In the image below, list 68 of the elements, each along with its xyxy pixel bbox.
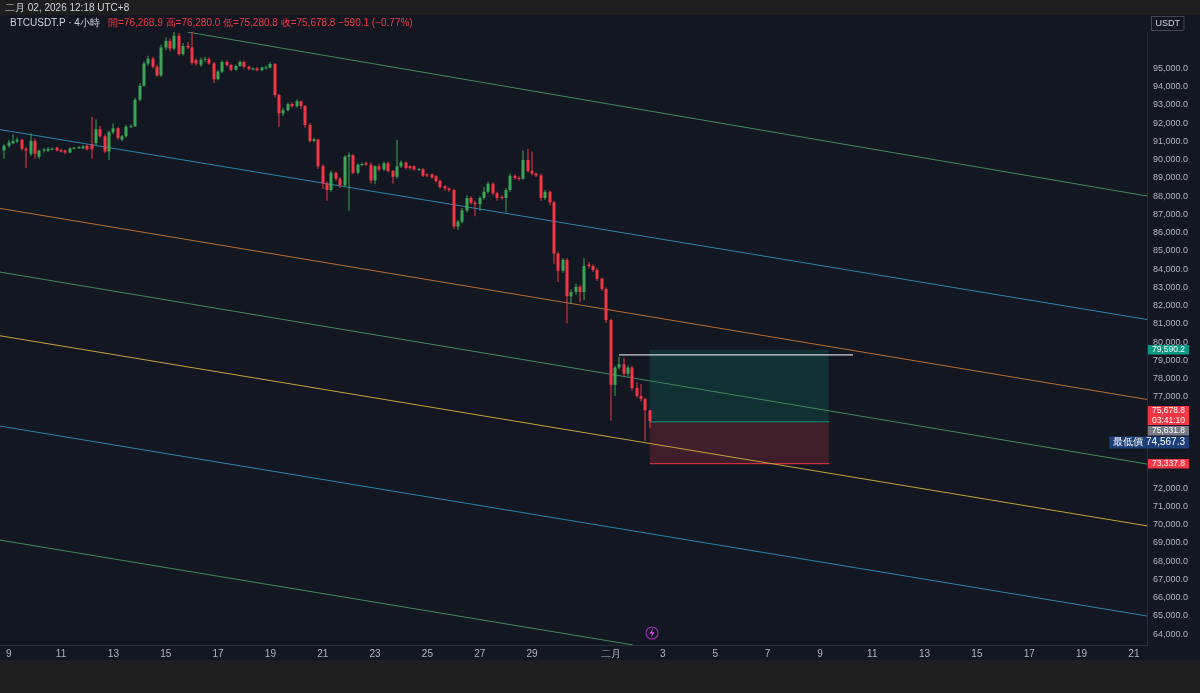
x-tick-label: 13 — [107, 647, 120, 659]
x-tick-label: 二月 — [600, 647, 621, 659]
text: 75,631.8 — [1151, 425, 1186, 436]
y-tick-label: 86,000.0 — [1153, 227, 1189, 238]
y-tick-label: 64,000.0 — [1153, 628, 1189, 639]
x-tick-label: 25 — [421, 647, 434, 659]
y-tick-label: 95,000.0 — [1153, 62, 1189, 73]
x-tick-label: 13 — [919, 647, 931, 659]
candlestick — [186, 42, 190, 50]
y-tick-label: 85,000.0 — [1153, 245, 1189, 256]
y-tick-label: 71,000.0 — [1153, 500, 1189, 511]
y-tick-label: 69,000.0 — [1153, 537, 1189, 548]
chart-title: BTCUSDT.P · 4小時 — [10, 16, 100, 28]
y-tick-label: 77,000.0 — [1153, 391, 1189, 402]
y-axis-title: USDT — [1155, 18, 1181, 29]
x-tick-label: 7 — [764, 647, 771, 659]
y-tick-label: 67,000.0 — [1153, 573, 1189, 584]
y-tick-label: 90,000.0 — [1153, 154, 1189, 165]
candlestick — [412, 165, 416, 171]
y-tick-label: 94,000.0 — [1153, 81, 1189, 92]
text: 75,678.8 03:41:10 — [1151, 405, 1186, 425]
candlestick — [530, 151, 534, 176]
x-tick-label: 19 — [264, 647, 277, 659]
candlestick — [377, 164, 381, 172]
x-tick-label: 17 — [1023, 647, 1036, 659]
x-tick-label: 21 — [1128, 647, 1140, 659]
x-tick-label: 21 — [317, 647, 329, 659]
y-tick-label: 89,000.0 — [1153, 172, 1189, 183]
x-tick-label: 27 — [474, 647, 486, 659]
y-tick-label: 82,000.0 — [1153, 300, 1189, 311]
x-tick-label: 29 — [526, 647, 539, 659]
x-tick-label: 17 — [212, 647, 225, 659]
x-tick-label: 15 — [160, 647, 172, 659]
x-tick-label: 19 — [1076, 647, 1088, 659]
y-tick-label: 68,000.0 — [1153, 555, 1189, 566]
chart-subtitle: 二月 02, 2026 12:18 UTC+8 — [5, 1, 130, 13]
y-tick-label: 92,000.0 — [1153, 117, 1189, 128]
x-tick-label: 9 — [817, 647, 824, 659]
y-tick-label: 83,000.0 — [1153, 281, 1189, 292]
y-tick-label: 80,000.0 — [1153, 336, 1189, 347]
y-tick-label: 72,000.0 — [1153, 482, 1189, 493]
x-tick-label: 15 — [971, 647, 983, 659]
candlestick — [617, 356, 621, 370]
annotation: 最低價 74,567.3 — [1113, 436, 1186, 448]
y-tick-label: 81,000.0 — [1153, 318, 1189, 329]
y-tick-label: 84,000.0 — [1153, 263, 1189, 274]
y-tick-label: 79,000.0 — [1153, 354, 1189, 365]
candlestick — [24, 146, 28, 168]
text: 73,337.8 — [1151, 458, 1186, 469]
x-tick-label: 3 — [660, 647, 667, 659]
y-tick-label: 78,000.0 — [1153, 373, 1189, 384]
y-tick-label: 66,000.0 — [1153, 592, 1189, 603]
x-tick-label: 23 — [369, 647, 382, 659]
candlestick — [443, 185, 447, 191]
candlestick — [42, 147, 46, 153]
y-tick-label: 88,000.0 — [1153, 190, 1189, 201]
x-tick-label: 9 — [5, 647, 12, 659]
y-tick-label: 87,000.0 — [1153, 208, 1189, 219]
candlestick — [347, 152, 351, 211]
x-tick-label: 5 — [712, 647, 719, 659]
text: 開=76,268.9 高=76,280.0 低=75,280.8 收=75,678.8 −590.1 (−0.77%) — [108, 16, 413, 28]
y-tick-label: 65,000.0 — [1153, 610, 1189, 621]
x-tick-label: 11 — [867, 647, 878, 659]
y-tick-label: 70,000.0 — [1153, 519, 1189, 530]
x-tick-label: 11 — [55, 647, 67, 659]
y-tick-label: 93,000.0 — [1153, 99, 1189, 110]
candlestick — [46, 146, 50, 153]
y-tick-label: 91,000.0 — [1153, 135, 1189, 146]
